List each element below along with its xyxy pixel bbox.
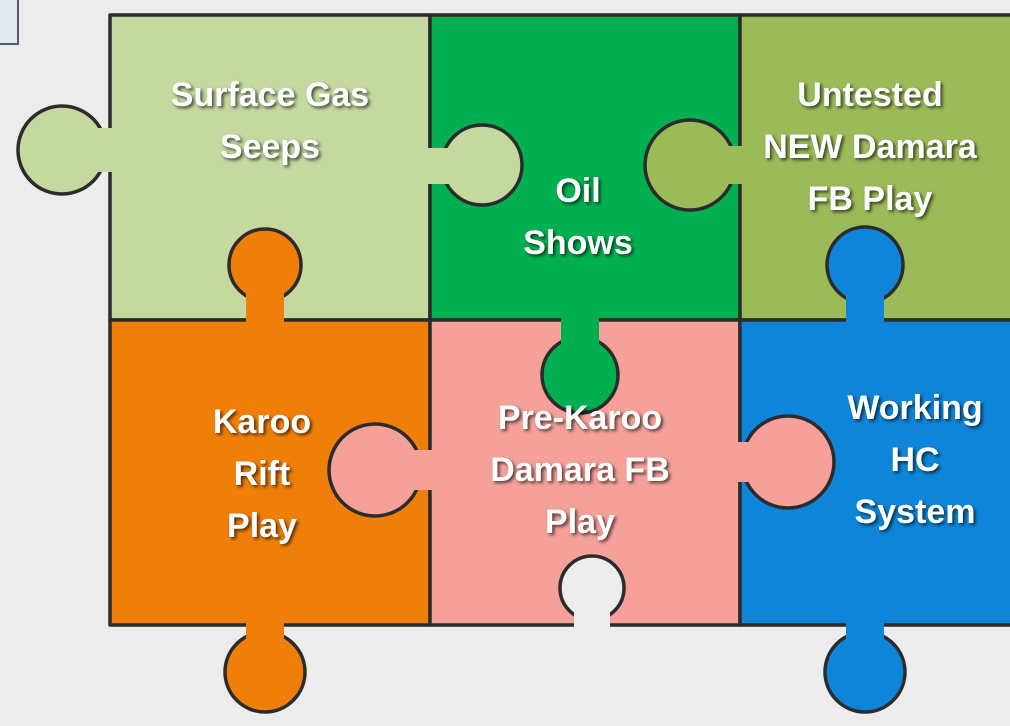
tab-neck — [718, 146, 744, 184]
tab-neck — [96, 128, 116, 172]
piece-label: Karoo — [213, 403, 311, 441]
notch-neck — [574, 600, 610, 630]
tab-neck — [426, 148, 466, 184]
piece-label: Play — [227, 507, 297, 545]
tab-neck — [405, 450, 435, 490]
piece-label: FB Play — [808, 180, 933, 218]
piece-label: Shows — [523, 224, 633, 262]
tab-neck — [736, 442, 766, 482]
tabs — [16, 104, 907, 714]
corner-box — [0, 0, 19, 45]
labels: Surface Gas Seeps Oil Shows Untested NEW Dama… — [171, 76, 983, 545]
piece-label: Damara FB — [490, 451, 670, 489]
tab-neck — [561, 316, 599, 356]
tab-neck — [246, 285, 284, 322]
piece-label: Seeps — [220, 128, 320, 166]
piece-label: NEW Damara — [763, 128, 978, 166]
tab-neck — [846, 288, 884, 324]
piece-label: Untested — [797, 76, 942, 114]
tab-head — [16, 104, 108, 196]
piece-label: Surface Gas — [171, 76, 369, 114]
piece-label: Rift — [234, 455, 291, 493]
piece-label: Pre-Karoo — [498, 399, 662, 437]
piece-label: System — [855, 493, 976, 531]
piece-label: Play — [545, 503, 615, 541]
piece-label: Oil — [555, 172, 600, 210]
piece-label: Working — [847, 389, 982, 427]
tab-neck — [846, 620, 884, 650]
piece-label: HC — [890, 441, 939, 479]
tab-neck — [246, 620, 284, 650]
